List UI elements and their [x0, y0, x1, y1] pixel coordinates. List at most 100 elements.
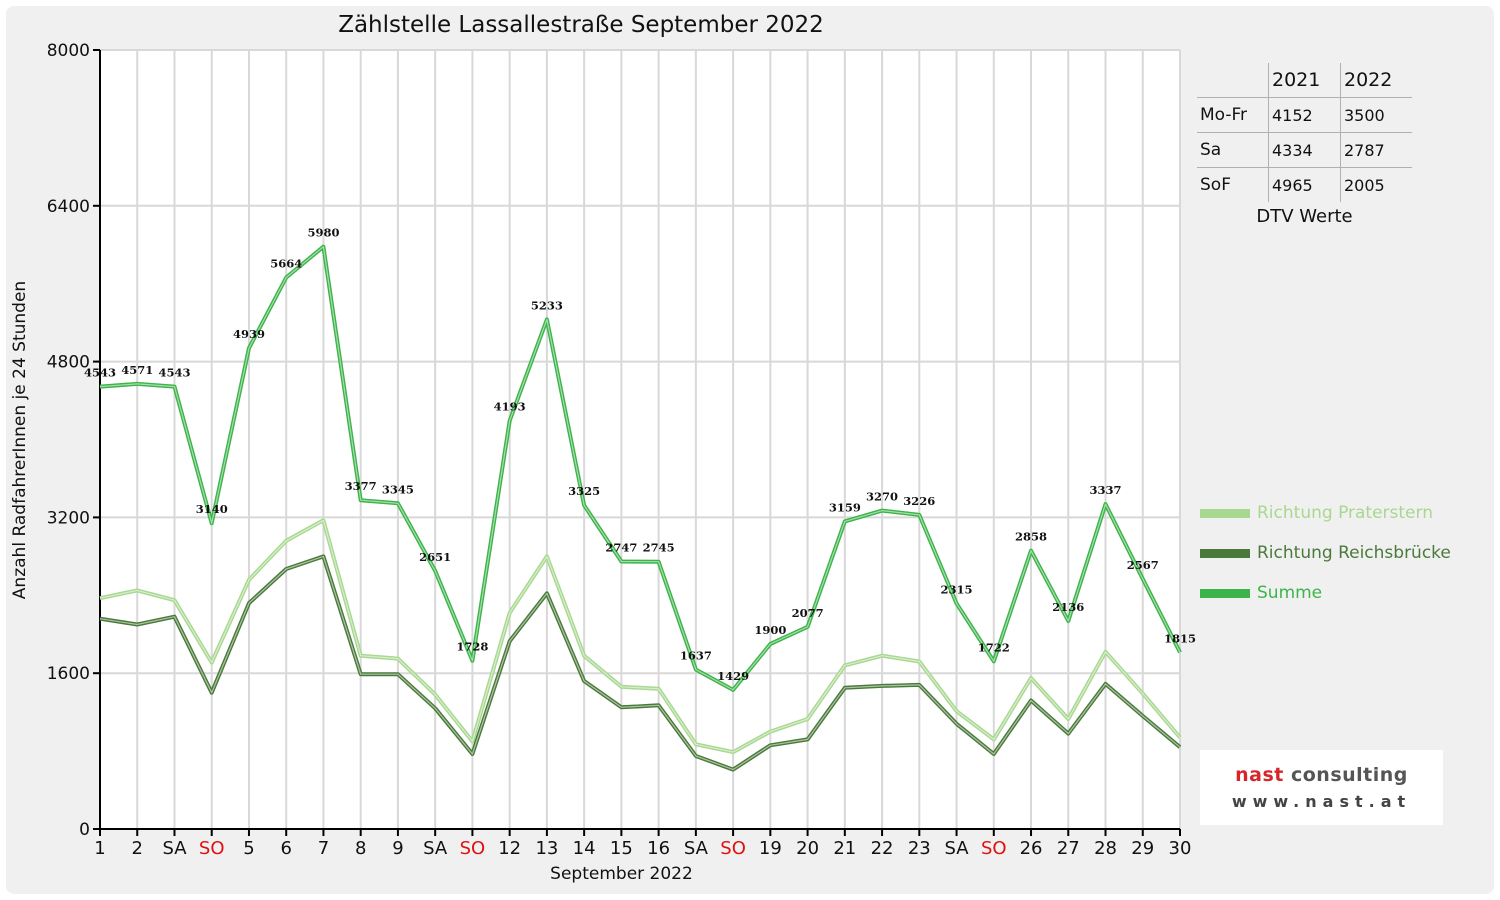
x-tick-label: SO: [460, 838, 486, 859]
data-label: 1900: [754, 623, 786, 637]
y-tick-label: 4800: [47, 353, 90, 373]
chart-legend: Richtung Praterstern Richtung Reichsbrüc…: [1200, 493, 1451, 613]
dtv-caption: DTV Werte: [1256, 206, 1353, 227]
data-label: 3345: [382, 482, 414, 496]
series-summe: [99, 244, 1182, 692]
series-line: [99, 244, 1182, 692]
x-tick-label: 8: [355, 838, 366, 859]
x-tick-label: SA: [684, 838, 709, 859]
x-tick-label: 13: [535, 838, 558, 859]
legend-label: Summe: [1257, 583, 1323, 603]
x-tick-label: 30: [1169, 838, 1192, 859]
y-tick-label: 3200: [47, 508, 90, 528]
series-richtung-praterstern: [99, 518, 1182, 755]
x-tick-label: SA: [162, 838, 187, 859]
data-label: 3325: [568, 484, 600, 498]
legend-label: Richtung Praterstern: [1257, 503, 1433, 523]
x-axis-label: September 2022: [550, 864, 693, 884]
x-tick-label: 21: [833, 838, 856, 859]
chart-title: Zählstelle Lassallestraße September 2022: [338, 12, 824, 38]
x-tick-label: SO: [199, 838, 225, 859]
legend-item-reichsbruecke: Richtung Reichsbrücke: [1200, 533, 1451, 573]
data-label: 1815: [1164, 631, 1196, 645]
dtv-header-2022: 2022: [1340, 63, 1412, 98]
data-label: 2136: [1052, 600, 1084, 614]
data-label: 3337: [1090, 483, 1122, 497]
dtv-row: Mo-Fr 4152 3500: [1197, 97, 1412, 133]
dtv-row: Sa 4334 2787: [1197, 132, 1412, 168]
x-tick-label: 15: [610, 838, 633, 859]
x-tick-label: 28: [1094, 838, 1117, 859]
data-label: 1637: [680, 649, 712, 663]
legend-item-praterstern: Richtung Praterstern: [1200, 493, 1451, 533]
logo-main-text: consulting: [1283, 764, 1408, 786]
y-tick-label: 6400: [47, 197, 90, 217]
dtv-cell: 2005: [1340, 167, 1412, 202]
dtv-row: SoF 4965 2005: [1197, 167, 1412, 202]
legend-swatch: [1200, 508, 1250, 518]
x-tick-label: 20: [796, 838, 819, 859]
dtv-cell: 4334: [1268, 132, 1341, 168]
x-tick-label: 14: [573, 838, 596, 859]
x-tick-label: 6: [280, 838, 291, 859]
data-label: 2077: [792, 606, 824, 620]
logo-url: www.nast.at: [1231, 792, 1412, 811]
data-label: 1429: [717, 669, 749, 683]
company-logo: nast consulting www.nast.at: [1200, 750, 1443, 825]
dtv-cell: 4965: [1268, 167, 1341, 202]
data-label: 4543: [84, 366, 116, 380]
dtv-row-label: Sa: [1197, 132, 1269, 168]
y-tick-label: 1600: [47, 664, 90, 684]
series-line-core: [99, 519, 1181, 753]
data-label: 3377: [345, 479, 377, 493]
dtv-table: 2021 2022 Mo-Fr 4152 3500 Sa 4334 2787 S…: [1197, 63, 1412, 202]
x-tick-label: 23: [908, 838, 931, 859]
data-label: 2745: [643, 541, 675, 555]
legend-item-summe: Summe: [1200, 573, 1451, 613]
logo-wordmark: nast consulting: [1200, 764, 1443, 786]
x-tick-label: SO: [981, 838, 1007, 859]
data-label: 5980: [307, 226, 339, 240]
data-label: 1728: [456, 640, 488, 654]
data-label: 3270: [866, 490, 898, 504]
dtv-table-panel: 2021 2022 Mo-Fr 4152 3500 Sa 4334 2787 S…: [1197, 63, 1412, 227]
dtv-header-row: 2021 2022: [1197, 63, 1412, 98]
data-label: 2858: [1015, 530, 1047, 544]
legend-swatch: [1200, 548, 1250, 558]
x-tick-label: 26: [1020, 838, 1043, 859]
data-label: 5233: [531, 298, 563, 312]
dtv-header-2021: 2021: [1268, 63, 1341, 98]
logo-accent: nast: [1235, 764, 1284, 786]
x-tick-label: 19: [759, 838, 782, 859]
dtv-row-label: Mo-Fr: [1197, 97, 1269, 133]
legend-swatch: [1200, 588, 1250, 598]
data-label: 2747: [605, 541, 637, 555]
data-label: 3140: [196, 502, 228, 516]
x-tick-label: 2: [132, 838, 143, 859]
dtv-row-label: SoF: [1197, 167, 1269, 202]
series-line-core: [99, 555, 1181, 771]
dtv-cell: 4152: [1268, 97, 1341, 133]
x-tick-label: 12: [498, 838, 521, 859]
plot-area: [100, 50, 1180, 829]
y-tick-label: 0: [79, 820, 90, 840]
data-label: 2651: [419, 550, 451, 564]
dtv-cell: 2787: [1340, 132, 1412, 168]
x-tick-label: 7: [318, 838, 329, 859]
data-label: 5664: [270, 256, 302, 270]
data-label: 2567: [1127, 558, 1159, 572]
data-label: 1722: [978, 640, 1010, 654]
series-richtung-reichsbr-cke: [99, 554, 1182, 772]
dtv-header-corner: [1197, 63, 1269, 98]
data-label: 4543: [158, 366, 190, 380]
x-tick-label: 1: [94, 838, 105, 859]
x-tick-label: SA: [945, 838, 970, 859]
data-label: 3159: [829, 500, 861, 514]
x-tick-label: 22: [871, 838, 894, 859]
data-label: 4193: [494, 400, 526, 414]
dtv-cell: 3500: [1340, 97, 1412, 133]
x-tick-label: 27: [1057, 838, 1080, 859]
x-tick-label: 9: [392, 838, 403, 859]
data-label: 4939: [233, 327, 265, 341]
